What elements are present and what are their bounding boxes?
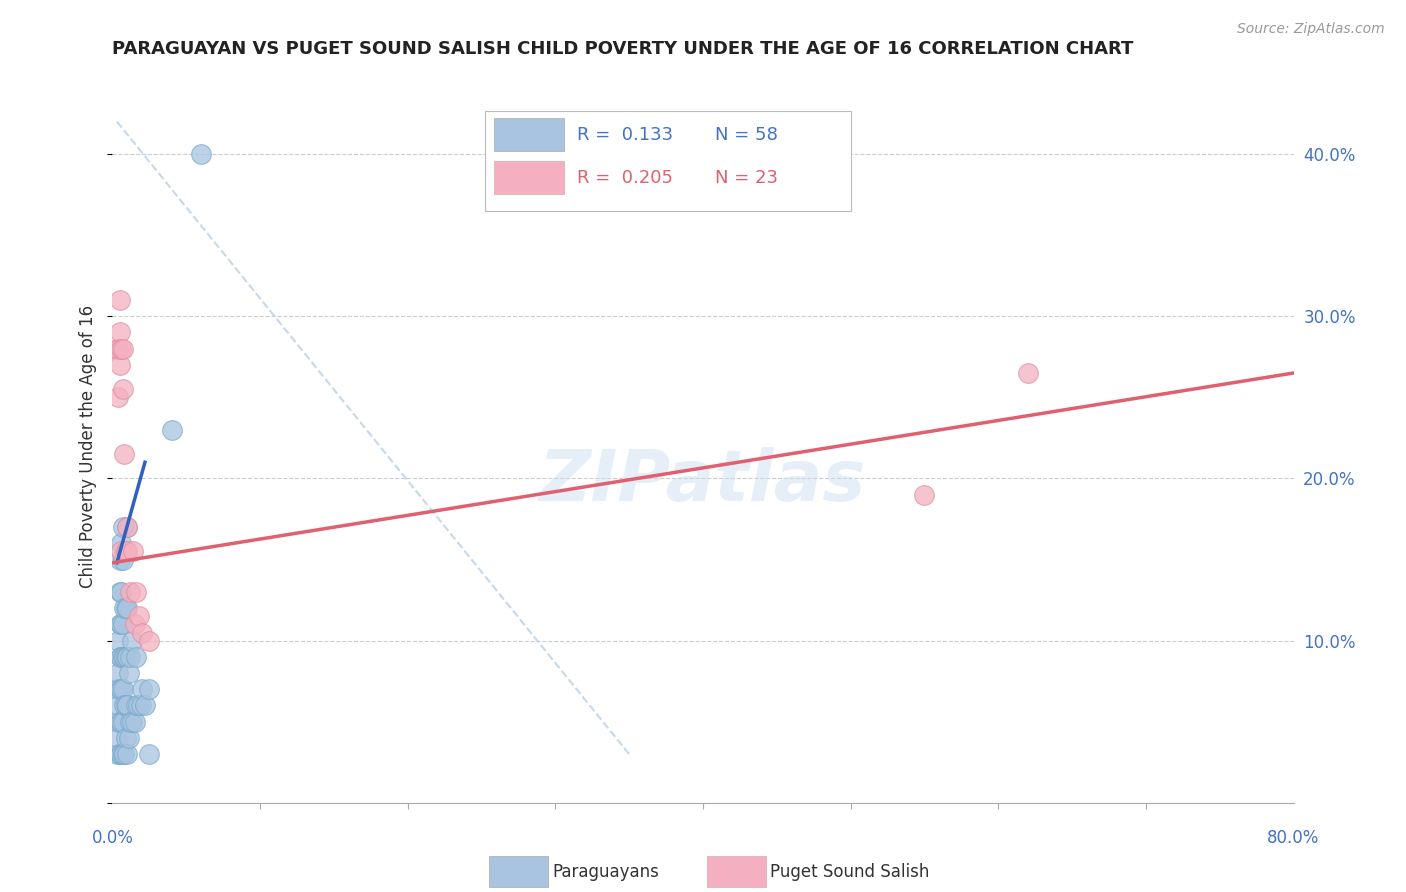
- Point: [107, 390, 129, 404]
- Point: [111, 342, 134, 356]
- Point: [105, 682, 128, 697]
- Point: [120, 714, 142, 729]
- Point: [114, 649, 136, 664]
- Point: [108, 714, 131, 729]
- Point: [112, 698, 135, 713]
- Point: [120, 585, 142, 599]
- FancyBboxPatch shape: [494, 119, 564, 152]
- Point: [138, 747, 160, 761]
- Point: [120, 649, 142, 664]
- Point: [107, 342, 129, 356]
- Point: [190, 147, 212, 161]
- Point: [110, 747, 132, 761]
- Point: [122, 544, 145, 558]
- Point: [111, 682, 134, 697]
- Point: [105, 342, 128, 356]
- Point: [107, 633, 129, 648]
- Point: [127, 698, 149, 713]
- Point: [117, 520, 138, 534]
- Point: [128, 609, 150, 624]
- Point: [111, 617, 134, 632]
- Y-axis label: Child Poverty Under the Age of 16: Child Poverty Under the Age of 16: [79, 304, 97, 588]
- Point: [118, 731, 141, 745]
- Point: [108, 649, 131, 664]
- Point: [118, 666, 141, 681]
- Point: [112, 747, 135, 761]
- Point: [110, 585, 132, 599]
- Point: [108, 747, 131, 761]
- Point: [110, 544, 132, 558]
- Point: [108, 682, 131, 697]
- Point: [124, 617, 146, 632]
- FancyBboxPatch shape: [485, 111, 851, 211]
- Point: [117, 544, 138, 558]
- Point: [117, 747, 138, 761]
- Point: [110, 714, 132, 729]
- Text: ZIPatlas: ZIPatlas: [540, 447, 866, 516]
- Point: [110, 649, 132, 664]
- Point: [121, 714, 143, 729]
- Point: [138, 633, 160, 648]
- Point: [108, 326, 131, 340]
- Point: [138, 682, 160, 697]
- Point: [111, 714, 134, 729]
- Point: [107, 731, 129, 745]
- Point: [112, 601, 135, 615]
- Point: [114, 731, 136, 745]
- Text: 0.0%: 0.0%: [91, 829, 134, 847]
- Point: [125, 698, 148, 713]
- Point: [105, 714, 128, 729]
- Point: [108, 358, 131, 372]
- Point: [131, 625, 153, 640]
- Point: [105, 747, 128, 761]
- Text: N = 23: N = 23: [714, 169, 778, 186]
- Point: [117, 520, 138, 534]
- Text: Puget Sound Salish: Puget Sound Salish: [770, 863, 929, 881]
- Point: [112, 447, 135, 461]
- Point: [117, 698, 138, 713]
- Point: [111, 382, 134, 396]
- Text: PARAGUAYAN VS PUGET SOUND SALISH CHILD POVERTY UNDER THE AGE OF 16 CORRELATION C: PARAGUAYAN VS PUGET SOUND SALISH CHILD P…: [112, 40, 1133, 58]
- Point: [112, 649, 135, 664]
- Point: [108, 293, 131, 307]
- Text: Paraguayans: Paraguayans: [553, 863, 659, 881]
- Point: [110, 342, 132, 356]
- Text: R =  0.205: R = 0.205: [576, 169, 672, 186]
- Point: [108, 552, 131, 566]
- FancyBboxPatch shape: [494, 161, 564, 194]
- Point: [107, 666, 129, 681]
- Text: 80.0%: 80.0%: [1267, 829, 1320, 847]
- Point: [914, 488, 936, 502]
- Point: [117, 601, 138, 615]
- Point: [110, 682, 132, 697]
- Point: [1017, 366, 1039, 380]
- Point: [114, 601, 136, 615]
- Text: N = 58: N = 58: [714, 126, 778, 144]
- Point: [121, 633, 143, 648]
- Point: [134, 698, 156, 713]
- Point: [131, 682, 153, 697]
- Point: [125, 649, 148, 664]
- Text: R =  0.133: R = 0.133: [576, 126, 672, 144]
- Text: Source: ZipAtlas.com: Source: ZipAtlas.com: [1237, 22, 1385, 37]
- Point: [160, 423, 183, 437]
- Point: [111, 520, 134, 534]
- Point: [107, 698, 129, 713]
- Point: [124, 714, 146, 729]
- Point: [108, 585, 131, 599]
- Point: [110, 536, 132, 550]
- Point: [125, 585, 148, 599]
- Point: [111, 649, 134, 664]
- Point: [114, 698, 136, 713]
- Point: [117, 649, 138, 664]
- Point: [129, 698, 152, 713]
- Point: [108, 617, 131, 632]
- Point: [111, 747, 134, 761]
- Point: [114, 544, 136, 558]
- Point: [110, 617, 132, 632]
- Point: [111, 552, 134, 566]
